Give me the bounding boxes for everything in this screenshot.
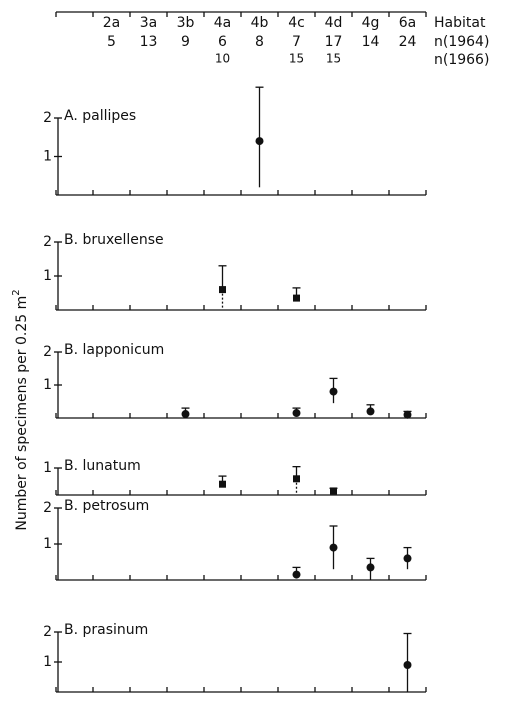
y-tick-label: 2 [43,500,52,516]
data-marker [292,570,301,579]
category-label: 3a [140,15,158,31]
data-marker [403,410,412,419]
y-tick-label: 1 [43,460,52,476]
count-value: 8 [255,34,264,50]
category-axis-title: Habitat [434,15,486,31]
y-axis-label: Number of specimens per 0.25 m2 [11,289,30,530]
y-tick-label: 2 [43,624,52,640]
panel-title: B. petrosum [64,498,149,514]
data-marker [293,294,300,302]
panel-title: B. bruxellense [64,232,164,248]
data-marker [366,563,375,572]
data-marker [255,137,264,146]
y-tick-label: 1 [43,377,52,393]
data-marker [330,487,337,495]
category-label: 4c [288,15,305,31]
data-marker [181,410,190,419]
y-axis-label-text: Number of specimens per 0.25 m [14,296,30,531]
data-marker [219,480,226,488]
data-marker [329,387,338,396]
data-marker [292,409,301,418]
count-value: 15 [326,52,341,66]
category-label: 4d [325,15,343,31]
y-tick-label: 2 [43,344,52,360]
count-value: 13 [140,34,158,50]
count-value: 15 [289,52,304,66]
count-row-label: n(1964) [434,34,489,50]
count-row-label: n(1966) [434,52,489,68]
y-axis-label-superscript: 2 [11,289,22,295]
y-tick-label: 1 [43,654,52,670]
category-label: 3b [177,15,195,31]
count-value: 7 [292,34,301,50]
panel-title: B. prasinum [64,622,148,638]
panel-title: B. lunatum [64,458,141,474]
data-marker [403,661,412,669]
category-label: 6a [399,15,417,31]
category-label: 2a [103,15,121,31]
count-value: 10 [215,52,230,66]
y-tick-label: 2 [43,234,52,250]
category-label: 4b [251,15,269,31]
count-value: 17 [325,34,343,50]
y-tick-label: 1 [43,536,52,552]
count-value: 9 [181,34,190,50]
panel-title: B. lapponicum [64,342,164,358]
y-tick-label: 2 [43,110,52,126]
count-value: 5 [107,34,116,50]
count-value: 14 [362,34,380,50]
data-marker [329,543,338,552]
category-label: 4g [362,15,380,31]
y-tick-label: 1 [43,149,52,165]
data-marker [293,475,300,483]
count-value: 24 [399,34,417,50]
category-label: 4a [214,15,232,31]
data-marker [366,407,375,416]
panel-title: A. pallipes [64,108,136,124]
count-value: 6 [218,34,227,50]
data-marker [219,286,226,294]
data-marker [403,554,412,563]
y-tick-label: 1 [43,268,52,284]
